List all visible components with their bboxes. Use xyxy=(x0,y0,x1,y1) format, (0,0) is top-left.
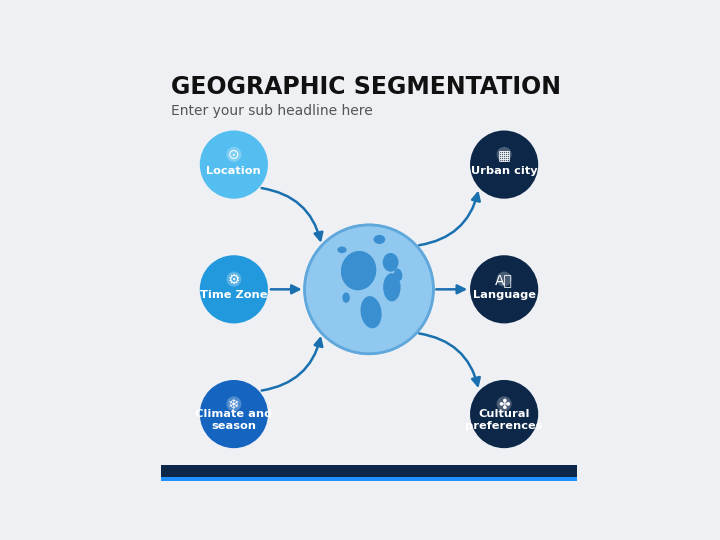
Ellipse shape xyxy=(361,296,382,328)
Circle shape xyxy=(199,255,268,323)
Circle shape xyxy=(497,272,512,287)
Ellipse shape xyxy=(394,268,402,281)
Text: ⚙: ⚙ xyxy=(228,273,240,287)
Circle shape xyxy=(199,131,268,199)
Text: ❄: ❄ xyxy=(228,397,240,411)
Circle shape xyxy=(226,272,241,287)
Text: ⊙: ⊙ xyxy=(228,148,240,162)
Circle shape xyxy=(497,396,512,411)
Text: Language: Language xyxy=(472,291,536,300)
Text: Climate and
season: Climate and season xyxy=(195,409,272,431)
Circle shape xyxy=(470,255,539,323)
Ellipse shape xyxy=(338,246,346,253)
Circle shape xyxy=(199,380,268,448)
Circle shape xyxy=(305,225,433,354)
Text: Urban city: Urban city xyxy=(471,166,537,176)
Text: ▦: ▦ xyxy=(498,148,510,162)
Ellipse shape xyxy=(374,235,385,244)
Ellipse shape xyxy=(341,251,377,291)
Ellipse shape xyxy=(383,253,399,272)
Circle shape xyxy=(497,147,512,162)
Circle shape xyxy=(470,131,539,199)
Text: GEOGRAPHIC SEGMENTATION: GEOGRAPHIC SEGMENTATION xyxy=(171,75,562,99)
Text: Cultural
preferences: Cultural preferences xyxy=(465,409,543,431)
Text: ✤: ✤ xyxy=(498,397,510,411)
Circle shape xyxy=(226,147,241,162)
Circle shape xyxy=(470,380,539,448)
Circle shape xyxy=(226,396,241,411)
Text: Time Zone: Time Zone xyxy=(200,291,268,300)
Text: A文: A文 xyxy=(495,273,513,287)
FancyBboxPatch shape xyxy=(161,477,577,481)
FancyBboxPatch shape xyxy=(161,465,577,481)
Ellipse shape xyxy=(343,293,350,303)
Text: Location: Location xyxy=(207,166,261,176)
Text: Enter your sub headline here: Enter your sub headline here xyxy=(171,104,373,118)
Ellipse shape xyxy=(383,273,400,301)
